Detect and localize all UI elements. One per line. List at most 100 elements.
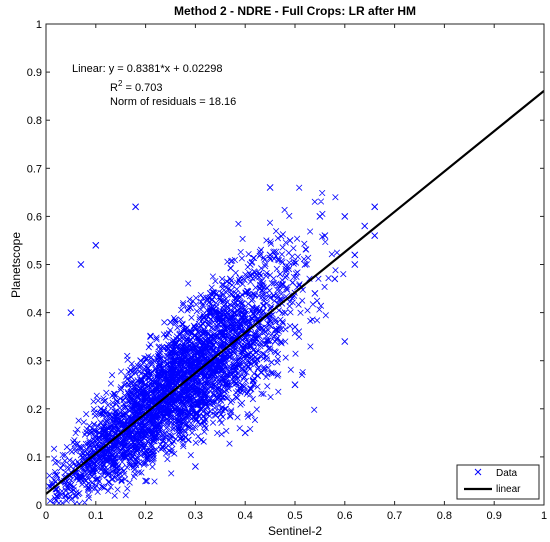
data-point [291,381,299,389]
y-tick-label: 0.3 [27,356,42,368]
data-point [192,415,199,422]
chart-title: Method 2 - NDRE - Full Crops: LR after H… [174,4,416,18]
data-point [92,242,100,249]
data-point [256,285,264,292]
data-point [147,333,154,340]
data-point [82,477,90,485]
data-point [331,275,339,283]
data-point [321,232,329,239]
data-point [246,261,254,268]
data-point [132,424,139,432]
r-squared-symbol: R [110,82,118,94]
y-tick-label: 0.4 [27,308,42,320]
data-point [227,275,234,283]
x-tick-label: 0.6 [337,510,352,522]
data-point [177,347,184,355]
x-tick-label: 0.8 [437,510,452,522]
data-point [132,203,139,211]
data-point [311,290,319,297]
data-point [236,299,244,307]
data-point [157,371,164,379]
legend: Data linear [456,464,540,500]
r-squared-value: = 0.703 [122,82,162,94]
data-point [122,453,129,461]
r-squared-exponent: 2 [118,79,123,88]
r-squared: R2 = 0.703 [110,79,162,94]
x-tick-label: 0.3 [188,510,203,522]
x-tick-label: 0.4 [238,510,253,522]
y-tick-label: 0.8 [27,115,42,127]
data-point [266,251,274,259]
data-point [241,343,249,350]
data-point [316,213,324,220]
y-tick-label: 0.5 [27,260,42,272]
legend-linear-label: linear [496,484,521,495]
x-tick-label: 0 [43,510,49,522]
y-tick-label: 1 [36,19,42,31]
data-point [117,386,124,393]
data-points [52,184,378,504]
y-tick-label: 0.2 [27,404,42,416]
data-point [52,496,60,504]
data-point [102,468,110,475]
x-tick-label: 0.1 [88,510,103,522]
data-point [371,232,378,239]
data-point [127,367,134,374]
data-point [77,261,85,268]
y-tick-label: 0 [36,500,42,512]
data-point [67,463,75,470]
y-tick-label: 0.6 [27,211,42,223]
data-point [351,251,359,259]
fit-equation: Linear: y = 0.8381*x + 0.02298 [72,63,222,75]
data-point [207,290,214,297]
fit-annotation: Linear: y = 0.8381*x + 0.02298 R2 = 0.70… [72,63,236,108]
data-point [361,222,368,230]
data-point [212,386,219,393]
data-point [222,352,229,360]
data-point [192,463,199,470]
data-point [197,328,204,336]
data-point [341,213,349,220]
data-point [87,429,95,437]
data-point [241,429,249,437]
data-point [371,203,378,211]
data-point [291,323,299,331]
data-point [351,261,359,268]
data-point [172,405,179,413]
linear-fit-line [46,89,544,495]
data-point [301,261,309,268]
y-tick-label: 0.7 [27,163,42,175]
data-point [152,434,159,441]
x-tick-label: 0.2 [138,510,153,522]
legend-box [456,464,540,500]
data-point [62,487,70,494]
legend-data-marker [474,468,482,476]
data-point [251,357,259,364]
y-axis-ticks: 0 0.1 0.2 0.3 0.4 0.5 0.6 0.7 0.8 0.9 1 [27,19,544,512]
data-point [217,314,224,321]
x-axis-label: Sentinel-2 [268,524,322,538]
data-point [77,444,85,451]
data-point [276,270,284,278]
x-tick-label: 0.9 [487,510,502,522]
data-point [341,338,349,345]
data-point [167,318,174,326]
data-point [266,184,274,191]
data-point [137,357,144,364]
data-point [281,309,289,316]
data-point [261,328,269,336]
data-point [112,439,119,446]
data-point-markers [46,184,347,505]
data-point [142,477,149,485]
data-point [231,371,239,379]
y-tick-label: 0.1 [27,452,42,464]
x-tick-label: 0.5 [287,510,302,522]
data-point [97,405,105,413]
data-point [72,492,80,499]
data-point [271,338,279,345]
data-point [107,415,114,422]
y-axis-label: Planetscope [9,232,23,298]
data-point [187,304,194,312]
legend-data-label: Data [496,468,518,479]
